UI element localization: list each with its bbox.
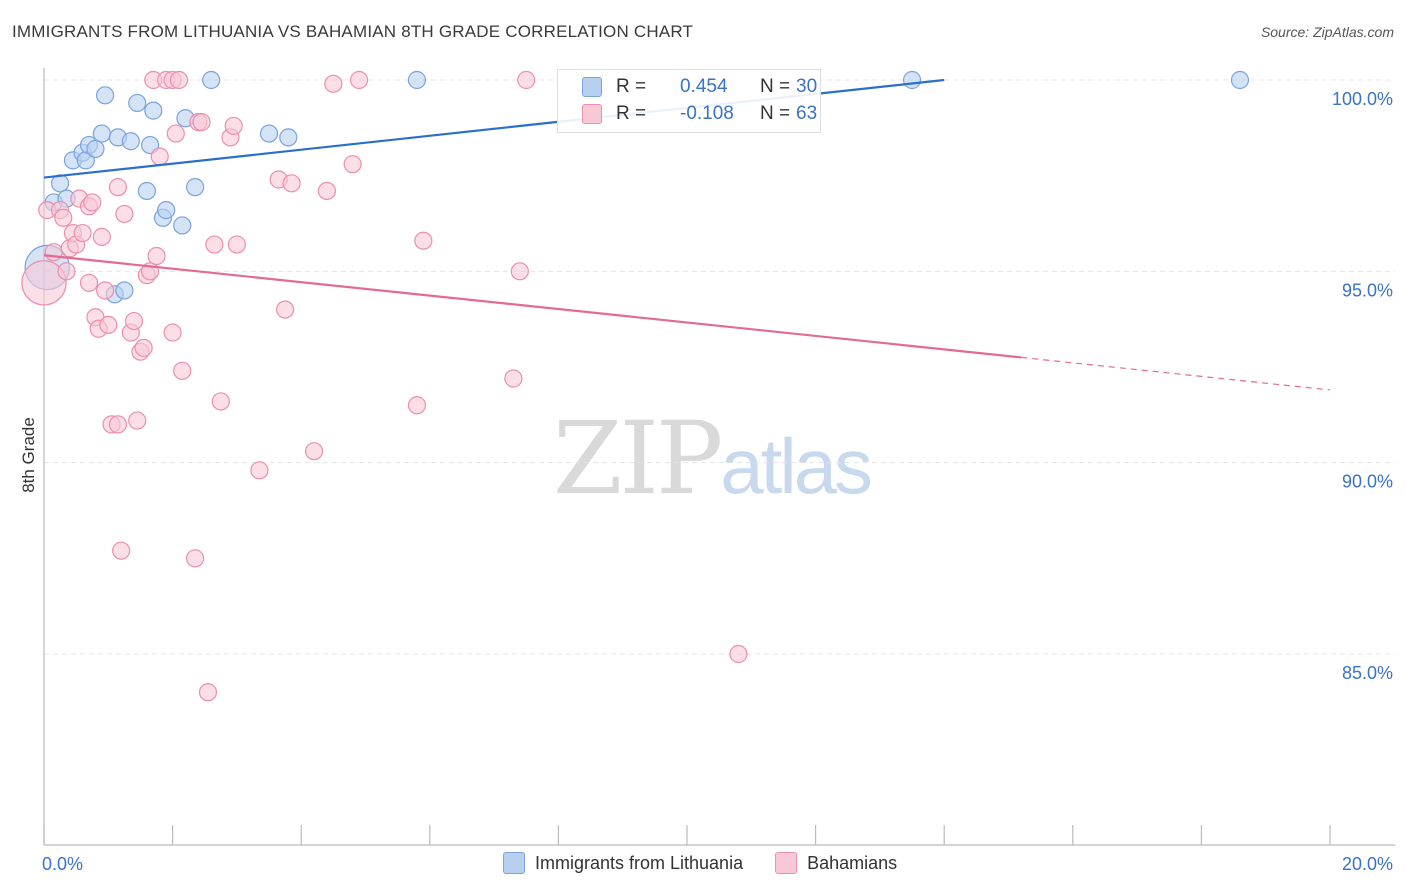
watermark-atlas: atlas — [720, 422, 873, 510]
bahamian-point — [173, 361, 192, 380]
bahamian-point — [407, 396, 427, 415]
bahamian-trend-line — [43, 254, 1022, 359]
bahamian-point — [54, 208, 73, 227]
bahamian-point — [211, 392, 230, 411]
bahamian-point — [224, 116, 243, 136]
lithuania-point — [407, 70, 427, 90]
lithuania-point — [157, 201, 176, 220]
x-tick-label: 0.0% — [42, 854, 83, 874]
stats-n-label: N = — [760, 76, 791, 97]
lithuania-point — [86, 139, 105, 158]
bahamian-point — [517, 70, 536, 90]
bahamian-point — [166, 124, 185, 143]
bahamian-point — [414, 231, 433, 250]
bahamian-point — [317, 181, 337, 201]
bahamian-trend-extension — [1021, 356, 1331, 391]
bahamian-point — [510, 262, 529, 281]
bahamian-point — [115, 204, 134, 224]
bahamian-point — [128, 411, 147, 430]
y-axis-title: 8th Grade — [19, 417, 38, 493]
stats-box: R = 0.454 N = 30 R = -0.108 N = 63 — [557, 69, 821, 133]
bahamian-point — [163, 323, 182, 342]
lithuania-point — [115, 281, 134, 300]
lithuania-point — [259, 124, 279, 143]
bahamian-point — [250, 461, 269, 480]
bahamian-point — [282, 174, 301, 193]
source-credit: Source: ZipAtlas.com — [1260, 24, 1394, 40]
chart-title: IMMIGRANTS FROM LITHUANIA VS BAHAMIAN 8T… — [12, 22, 694, 41]
stats-r-value: 0.454 — [680, 76, 728, 97]
lithuania-point — [902, 70, 922, 90]
stats-r-value: -0.108 — [680, 103, 734, 124]
legend-swatch-blue — [503, 852, 525, 874]
bahamian-point — [324, 74, 343, 93]
legend-label: Immigrants from Lithuania — [535, 852, 744, 873]
bahamian-point — [134, 338, 153, 357]
bahamian-point — [92, 227, 111, 246]
bahamian-point — [108, 415, 128, 434]
bahamian-point — [343, 155, 362, 174]
lithuania-point — [137, 181, 156, 201]
bahamian-point — [227, 235, 246, 254]
lithuania-point — [173, 216, 192, 235]
lithuania-point — [186, 178, 205, 197]
lithuania-point — [128, 93, 147, 113]
bahamian-point — [169, 70, 189, 90]
bahamian-point — [186, 549, 205, 568]
lithuania-point — [95, 86, 115, 105]
legend-item-lithuania[interactable]: Immigrants from Lithuania — [503, 852, 743, 874]
lithuania-point — [92, 124, 111, 143]
x-tick-label: 20.0% — [1342, 854, 1393, 874]
stats-r-label: R = — [616, 103, 647, 124]
bahamian-point — [79, 273, 99, 292]
legend-label: Bahamians — [807, 852, 898, 873]
legend-item-bahamians[interactable]: Bahamians — [775, 852, 897, 874]
bahamian-point — [205, 235, 224, 254]
bahamian-point — [198, 683, 218, 702]
bahamian-point — [57, 262, 76, 281]
stats-swatch-blue — [582, 77, 602, 97]
bahamian-point — [73, 223, 92, 243]
stats-n-label: N = — [760, 103, 791, 124]
stats-swatch-pink — [582, 104, 602, 124]
bahamian-point — [304, 442, 324, 461]
bahamian-point — [192, 112, 211, 132]
y-tick-label: 90.0% — [1342, 472, 1393, 492]
legend-swatch-pink — [775, 852, 798, 874]
bahamian-point — [504, 369, 523, 388]
bahamian-point — [150, 147, 169, 166]
y-tick-label: 85.0% — [1342, 663, 1393, 683]
lithuania-point — [121, 132, 140, 151]
y-tick-label: 95.0% — [1342, 280, 1393, 300]
bahamian-point — [44, 243, 63, 262]
watermark-zip: ZIP — [553, 400, 723, 517]
lithuania-point — [144, 101, 163, 120]
bahamian-point — [349, 70, 369, 90]
bahamian-point — [276, 300, 295, 319]
bahamian-point — [729, 644, 748, 664]
bahamian-point — [147, 246, 166, 266]
bahamian-point — [83, 193, 102, 212]
y-tick-label: 100.0% — [1332, 89, 1393, 109]
lithuania-point — [202, 70, 221, 90]
bahamian-point — [124, 311, 144, 331]
bahamian-point — [112, 541, 131, 560]
bahamian-point — [108, 178, 128, 197]
stats-n-value: 30 — [796, 76, 818, 97]
watermark: ZIPatlas — [553, 400, 873, 517]
lithuania-point — [1230, 70, 1250, 90]
stats-r-label: R = — [616, 76, 647, 97]
bahamian-point — [21, 260, 67, 306]
bahamian-point — [99, 315, 118, 335]
bahamian-point — [95, 281, 115, 300]
legend: Immigrants from Lithuania Bahamians — [503, 852, 897, 874]
lithuania-point — [279, 128, 298, 147]
stats-n-value: 63 — [796, 103, 818, 124]
